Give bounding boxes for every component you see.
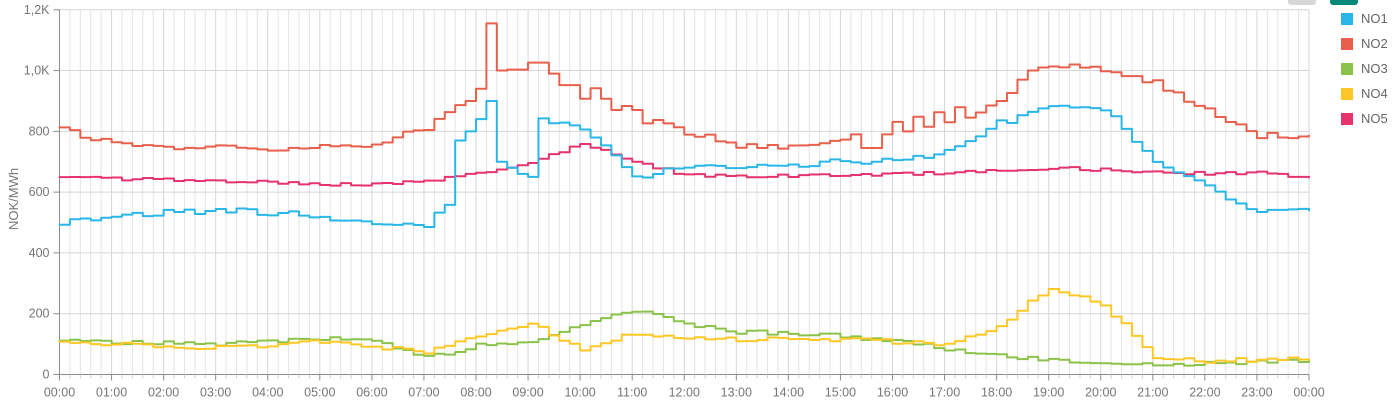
svg-text:08:00: 08:00 — [460, 386, 491, 400]
svg-text:14:00: 14:00 — [773, 386, 804, 400]
svg-text:07:00: 07:00 — [408, 386, 439, 400]
svg-text:00:00: 00:00 — [1293, 386, 1324, 400]
svg-text:21:00: 21:00 — [1137, 386, 1168, 400]
svg-text:19:00: 19:00 — [1033, 386, 1064, 400]
svg-text:06:00: 06:00 — [356, 386, 387, 400]
svg-text:200: 200 — [29, 307, 50, 321]
svg-text:03:00: 03:00 — [200, 386, 231, 400]
svg-text:12:00: 12:00 — [669, 386, 700, 400]
svg-text:01:00: 01:00 — [96, 386, 127, 400]
svg-text:18:00: 18:00 — [981, 386, 1012, 400]
svg-text:1,0K: 1,0K — [24, 64, 50, 78]
svg-text:17:00: 17:00 — [929, 386, 960, 400]
svg-text:1,2K: 1,2K — [24, 3, 50, 17]
svg-text:600: 600 — [29, 185, 50, 199]
svg-text:15:00: 15:00 — [825, 386, 856, 400]
svg-text:16:00: 16:00 — [877, 386, 908, 400]
svg-text:0: 0 — [43, 368, 50, 382]
svg-text:02:00: 02:00 — [148, 386, 179, 400]
svg-text:800: 800 — [29, 124, 50, 138]
svg-text:10:00: 10:00 — [564, 386, 595, 400]
svg-text:11:00: 11:00 — [617, 386, 647, 400]
svg-text:05:00: 05:00 — [304, 386, 335, 400]
svg-text:09:00: 09:00 — [512, 386, 543, 400]
svg-text:13:00: 13:00 — [721, 386, 752, 400]
svg-text:04:00: 04:00 — [252, 386, 283, 400]
svg-text:400: 400 — [29, 246, 50, 260]
svg-text:20:00: 20:00 — [1085, 386, 1116, 400]
svg-text:23:00: 23:00 — [1241, 386, 1272, 400]
svg-text:22:00: 22:00 — [1189, 386, 1220, 400]
svg-text:00:00: 00:00 — [44, 386, 75, 400]
